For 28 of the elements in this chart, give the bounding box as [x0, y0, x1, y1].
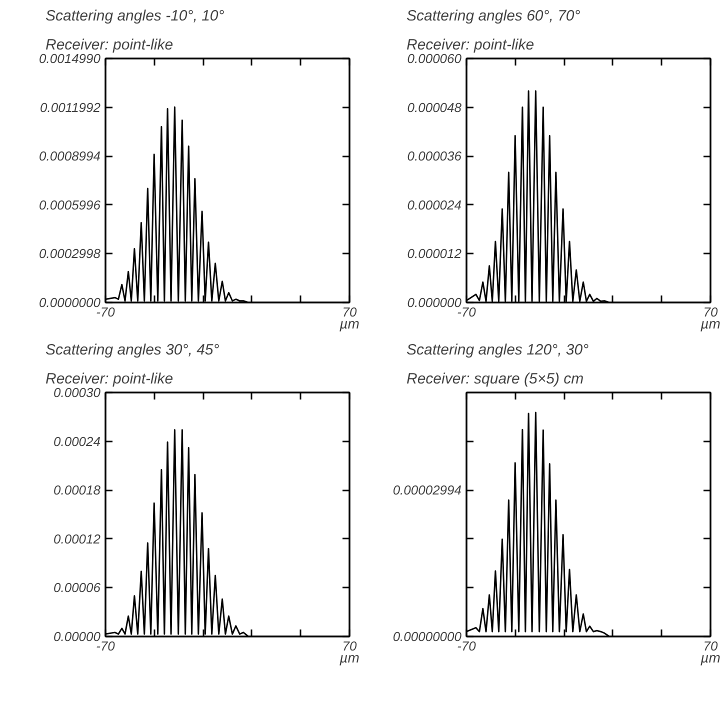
- chart-subtitle: Receiver: square (5×5) cm: [406, 370, 584, 388]
- chart-title: Scattering angles 120°, 30°: [406, 342, 589, 358]
- y-tick-label: 0.00024: [54, 434, 101, 449]
- y-tick-label: 0.00000000: [392, 629, 462, 644]
- y-tick-label: 0.00012: [54, 531, 102, 546]
- y-tick-label: 0.000060: [407, 51, 462, 66]
- y-tick-label: 0.000036: [407, 148, 462, 164]
- chart-subtitle: Receiver: point-like: [406, 36, 534, 54]
- y-tick-label: 0.000000: [407, 295, 462, 310]
- y-tick-label: 0.0008994: [39, 148, 100, 164]
- chart-title: Scattering angles 30°, 45°: [46, 342, 220, 358]
- chart-title: Scattering angles -10°, 10°: [46, 8, 224, 24]
- y-tick-label: 0.0002998: [39, 246, 102, 262]
- y-tick-label: 0.00030: [54, 385, 102, 400]
- y-tick-label: 0.0000000: [39, 295, 102, 310]
- chart-subtitle: Receiver: point-like: [46, 370, 174, 388]
- y-tick-label: 0.00018: [54, 482, 102, 498]
- y-tick-label: 0.00000: [54, 629, 102, 644]
- y-tick-label: 0.0005996: [39, 197, 102, 212]
- y-tick-label: 0.0014990: [39, 51, 102, 66]
- chart-title: Scattering angles 60°, 70°: [406, 8, 580, 24]
- y-tick-label: 0.00002994: [392, 482, 462, 498]
- y-tick-label: 0.000024: [407, 197, 462, 212]
- y-tick-label: 0.0011992: [40, 100, 102, 115]
- chart-subtitle: Receiver: point-like: [46, 36, 174, 54]
- y-tick-label: 0.000012: [407, 246, 462, 262]
- y-tick-label: 0.00006: [54, 580, 102, 596]
- y-tick-label: 0.000048: [407, 100, 462, 115]
